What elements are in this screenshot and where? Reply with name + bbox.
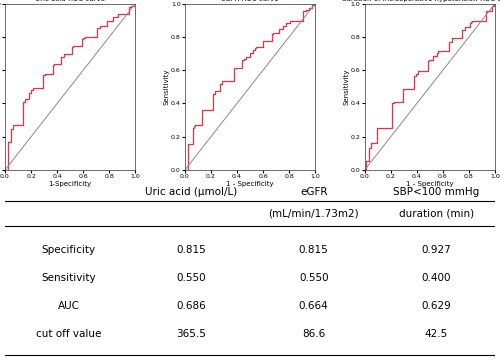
Y-axis label: Sensitivity: Sensitivity [164, 68, 170, 105]
Title: duration of intraoperative hypotension-ROC curve: duration of intraoperative hypotension-R… [342, 0, 500, 2]
X-axis label: 1-Specificity: 1-Specificity [48, 181, 92, 186]
Text: (mL/min/1.73m2): (mL/min/1.73m2) [268, 209, 359, 218]
Text: 0.664: 0.664 [299, 301, 328, 311]
Text: 0.629: 0.629 [422, 301, 451, 311]
Text: 42.5: 42.5 [424, 329, 448, 339]
Text: 0.550: 0.550 [299, 273, 328, 283]
Text: 0.815: 0.815 [176, 245, 206, 255]
Title: eGFR-ROC curve: eGFR-ROC curve [222, 0, 278, 2]
X-axis label: 1 - Specificity: 1 - Specificity [226, 181, 274, 186]
Text: 365.5: 365.5 [176, 329, 206, 339]
Text: duration (min): duration (min) [398, 209, 474, 218]
Text: cut off value: cut off value [36, 329, 102, 339]
Text: 0.686: 0.686 [176, 301, 206, 311]
Text: eGFR: eGFR [300, 188, 328, 197]
Text: 0.550: 0.550 [176, 273, 206, 283]
Text: Sensitivity: Sensitivity [42, 273, 96, 283]
Text: 86.6: 86.6 [302, 329, 326, 339]
Text: Uric acid (μmol/L): Uric acid (μmol/L) [145, 188, 238, 197]
Text: 0.927: 0.927 [422, 245, 451, 255]
Text: SBP<100 mmHg: SBP<100 mmHg [393, 188, 480, 197]
Text: 0.400: 0.400 [422, 273, 451, 283]
Y-axis label: Sensitivity: Sensitivity [344, 68, 349, 105]
Text: AUC: AUC [58, 301, 80, 311]
Text: Specificity: Specificity [42, 245, 96, 255]
Title: Uric acid-ROC curve: Uric acid-ROC curve [35, 0, 105, 2]
Text: 0.815: 0.815 [299, 245, 328, 255]
X-axis label: 1 - Specificity: 1 - Specificity [406, 181, 454, 186]
